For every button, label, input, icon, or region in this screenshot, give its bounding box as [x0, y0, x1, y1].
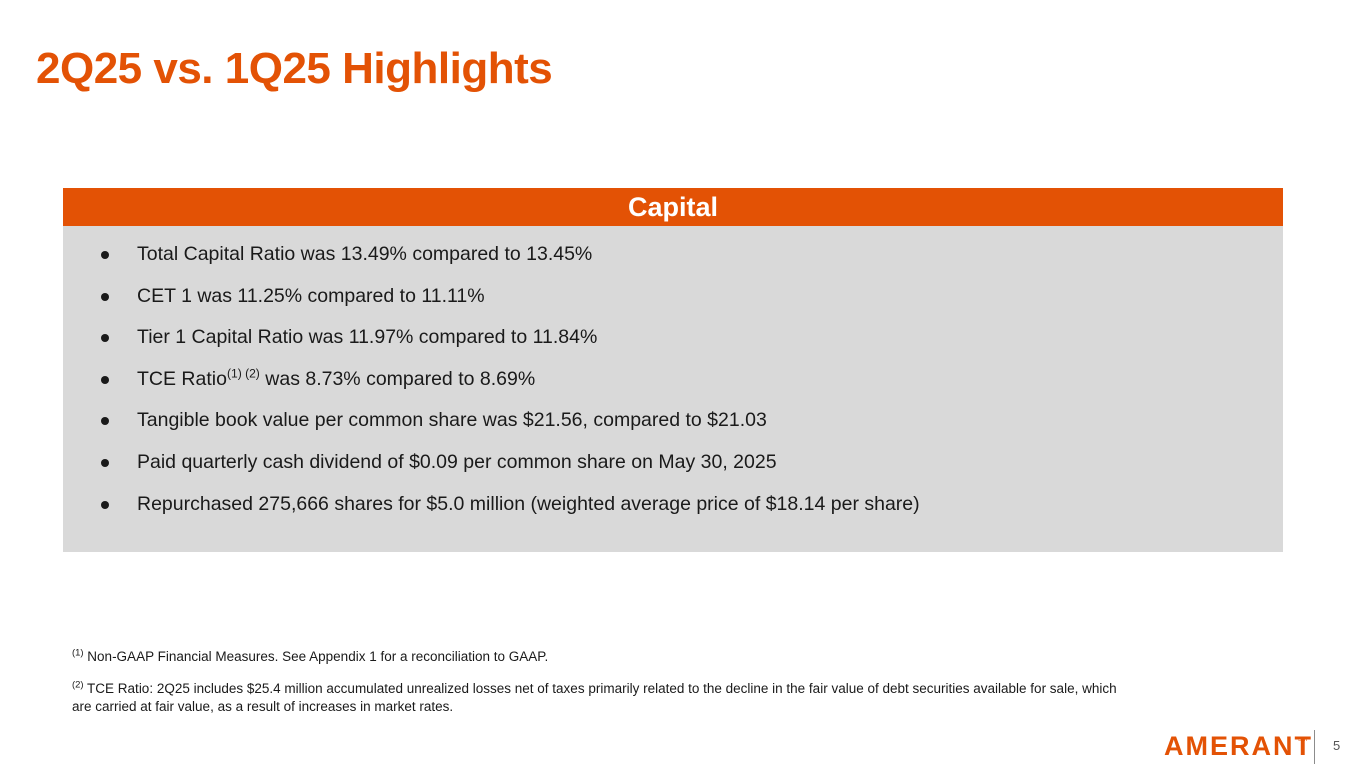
bullet-text: Repurchased 275,666 shares for $5.0 mill… — [137, 492, 920, 515]
list-item: Tangible book value per common share was… — [63, 400, 1283, 442]
footnote-marker: (1) — [72, 647, 84, 659]
capital-panel: Capital Total Capital Ratio was 13.49% c… — [63, 188, 1283, 552]
amerant-logo: AMERANT — [1164, 731, 1313, 761]
service-mark: SM — [1298, 737, 1307, 743]
footnote-marker: (2) — [72, 679, 84, 691]
bullet-text: CET 1 was 11.25% compared to 11.11% — [137, 284, 485, 307]
bullet-list: Total Capital Ratio was 13.49% compared … — [63, 226, 1283, 525]
bullet-icon — [101, 292, 109, 301]
list-item: TCE Ratio(1) (2) was 8.73% compared to 8… — [63, 359, 1283, 401]
bullet-text: Tier 1 Capital Ratio was 11.97% compared… — [137, 326, 598, 349]
bullet-icon — [101, 458, 109, 467]
bullet-text: Total Capital Ratio was 13.49% compared … — [137, 243, 593, 265]
page-title: 2Q25 vs. 1Q25 Highlights — [36, 44, 553, 93]
footnote-1: (1) Non-GAAP Financial Measures. See App… — [72, 647, 549, 664]
panel-header: Capital — [63, 188, 1283, 226]
list-item: Repurchased 275,666 shares for $5.0 mill… — [63, 484, 1283, 526]
footnotes: (1) Non-GAAP Financial Measures. See App… — [72, 648, 1132, 716]
bullet-text: Tangible book value per common share was… — [137, 409, 767, 432]
bullet-text: TCE Ratio(1) (2) was 8.73% compared to 8… — [137, 366, 536, 390]
list-item: Paid quarterly cash dividend of $0.09 pe… — [63, 442, 1283, 484]
list-item: Total Capital Ratio was 13.49% compared … — [63, 234, 1283, 276]
page-number: 5 — [1333, 738, 1341, 753]
footnote-reference: (1) (2) — [226, 366, 260, 381]
list-item: Tier 1 Capital Ratio was 11.97% compared… — [63, 317, 1283, 359]
bullet-icon — [101, 251, 109, 259]
footnote-2: (2) TCE Ratio: 2Q25 includes $25.4 milli… — [72, 679, 1117, 714]
bullet-icon — [101, 375, 109, 384]
bullet-icon — [101, 500, 109, 509]
list-item: CET 1 was 11.25% compared to 11.11% — [63, 276, 1283, 318]
bullet-text: Paid quarterly cash dividend of $0.09 pe… — [137, 450, 777, 473]
bullet-icon — [101, 334, 109, 343]
bullet-icon — [101, 417, 109, 426]
footer-divider — [1314, 730, 1315, 764]
